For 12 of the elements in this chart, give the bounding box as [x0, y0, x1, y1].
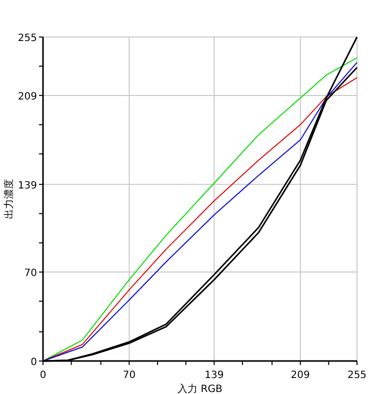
- y-tick-label: 0: [30, 357, 37, 368]
- y-axis-title: 出力濃度: [3, 179, 15, 219]
- x-tick-label: 255: [347, 370, 367, 381]
- y-tick-label: 70: [24, 268, 37, 280]
- y-tick-label: 139: [18, 180, 37, 192]
- y-tick-label: 209: [18, 91, 37, 102]
- x-tick-label: 70: [122, 370, 136, 381]
- y-tick-label: 255: [18, 33, 37, 44]
- x-tick-label: 0: [40, 370, 46, 381]
- x-tick-label: 139: [204, 370, 224, 381]
- x-tick-label: 209: [290, 370, 310, 381]
- x-axis-title: 入力 RGB: [178, 383, 222, 394]
